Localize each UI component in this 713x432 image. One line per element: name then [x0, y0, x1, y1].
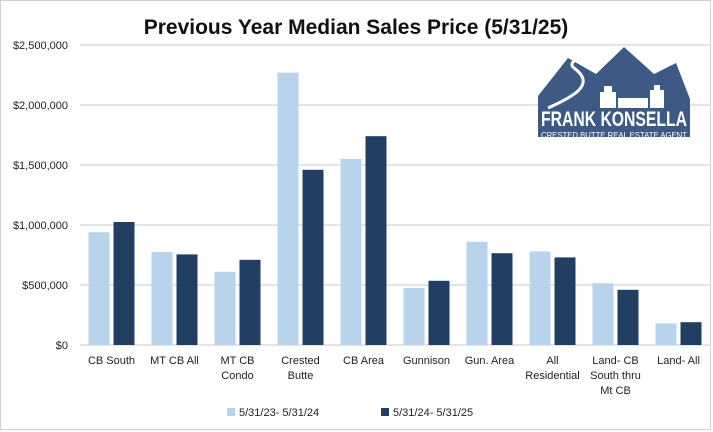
- x-category-label: Gun. Area: [465, 355, 515, 367]
- x-category-label: MT CB All: [150, 355, 199, 367]
- bar-series2-2: [239, 259, 261, 345]
- x-category-label: Crested: [281, 355, 320, 367]
- x-axis-category-labels: CB South MT CB All MT CB Condo Crested Butte C…: [88, 355, 700, 397]
- x-category-label: Mt CB: [600, 385, 631, 397]
- bars: [88, 72, 702, 345]
- x-category-label: South thru: [590, 370, 641, 382]
- logo-tagline: CRESTED BUTTE REAL ESTATE AGENT: [541, 130, 687, 140]
- bar-series2-6: [491, 253, 513, 345]
- y-tick-label: $1,500,000: [13, 160, 68, 172]
- x-category-label: CB South: [88, 355, 135, 367]
- x-category-label: Butte: [288, 370, 314, 382]
- y-tick-label: $500,000: [22, 280, 68, 292]
- y-tick-label: $2,500,000: [13, 40, 68, 52]
- logo-buildings: [600, 85, 664, 108]
- legend: 5/31/23- 5/31/24 5/31/24- 5/31/25: [227, 407, 473, 419]
- bar-series1-8: [592, 283, 614, 345]
- bar-series2-7: [554, 257, 576, 345]
- bar-series1-1: [151, 252, 173, 345]
- x-category-label: CB Area: [343, 355, 385, 367]
- bar-series1-9: [655, 323, 677, 345]
- logo-road-curve: [547, 54, 595, 110]
- bar-series2-9: [680, 322, 702, 345]
- bar-series2-8: [617, 289, 639, 345]
- bar-series1-0: [88, 232, 110, 345]
- x-category-label: All: [546, 355, 558, 367]
- logo-name: FRANK KONSELLA: [541, 108, 687, 131]
- bar-series2-3: [302, 169, 324, 345]
- x-category-label: Condo: [221, 370, 253, 382]
- bar-series1-2: [214, 271, 236, 345]
- x-category-label: Gunnison: [403, 355, 450, 367]
- bar-series2-1: [176, 254, 198, 345]
- x-category-label: Land- All: [657, 355, 700, 367]
- x-category-label: Residential: [525, 370, 579, 382]
- bar-series1-4: [340, 159, 362, 345]
- bar-series1-5: [403, 288, 425, 345]
- frank-konsella-logo: FRANK KONSELLA CRESTED BUTTE REAL ESTATE…: [538, 47, 690, 140]
- bar-series2-4: [365, 136, 387, 345]
- bar-series2-0: [113, 222, 135, 345]
- y-tick-label: $0: [56, 340, 68, 352]
- legend-swatch-2: [381, 408, 389, 416]
- y-axis-tick-labels: $0 $500,000 $1,000,000 $1,500,000 $2,000,000…: [13, 40, 68, 352]
- bar-series1-6: [466, 241, 488, 345]
- legend-label-2: 5/31/24- 5/31/25: [393, 407, 473, 419]
- x-category-label: MT CB: [220, 355, 254, 367]
- bar-series2-5: [428, 280, 450, 345]
- x-category-label: Land- CB: [592, 355, 638, 367]
- legend-swatch-1: [227, 408, 235, 416]
- bar-series1-7: [529, 251, 551, 345]
- y-tick-label: $2,000,000: [13, 100, 68, 112]
- bar-series1-3: [277, 72, 299, 345]
- legend-label-1: 5/31/23- 5/31/24: [239, 407, 319, 419]
- chart-title: Previous Year Median Sales Price (5/31/2…: [144, 16, 569, 39]
- y-tick-label: $1,000,000: [13, 220, 68, 232]
